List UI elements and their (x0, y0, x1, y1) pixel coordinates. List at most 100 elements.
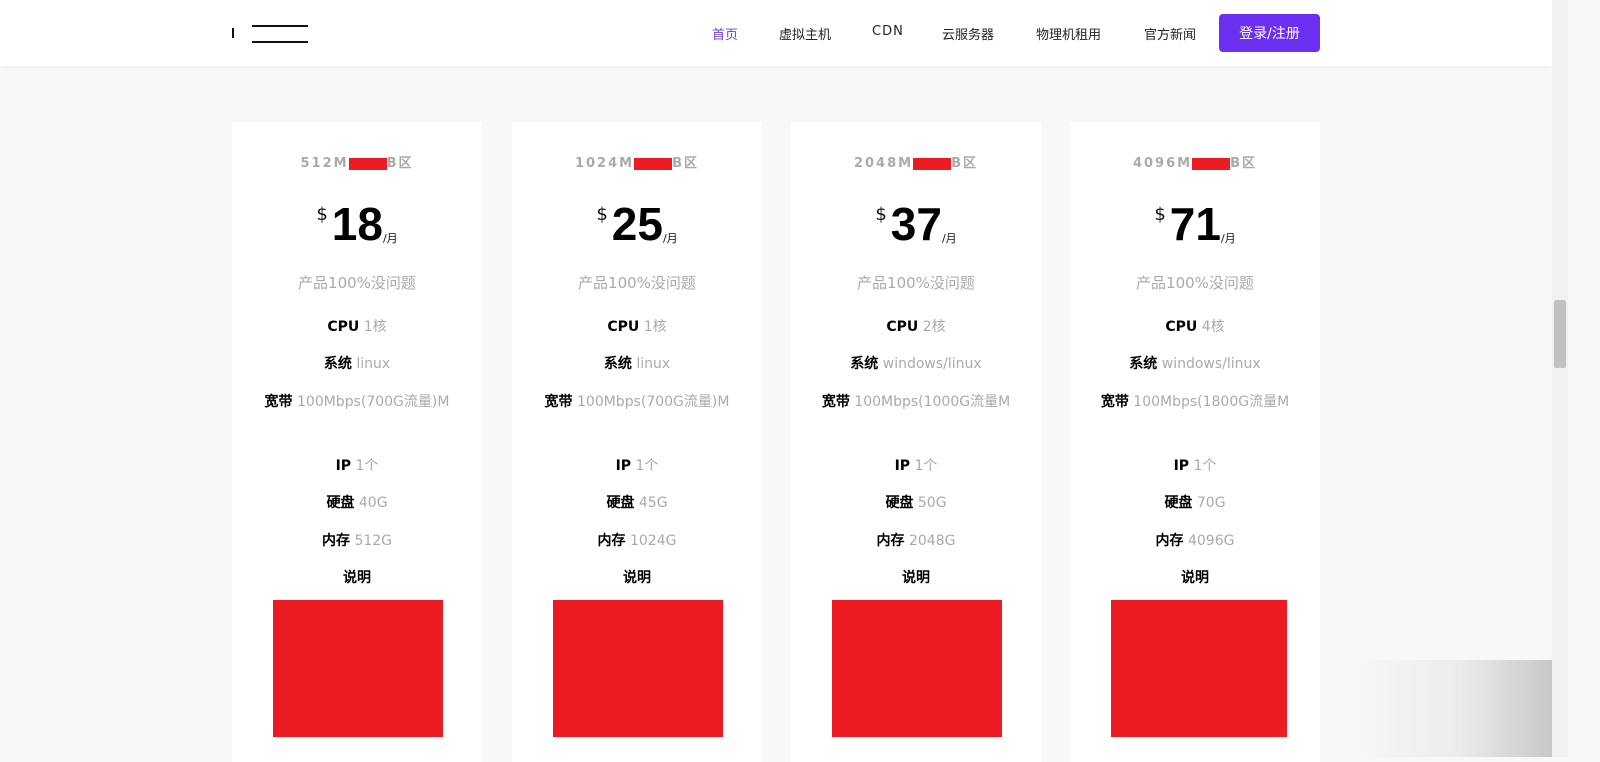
header: 首页 虚拟主机 CDN 云服务器 物理机租用 官方新闻 登录/注册 (0, 0, 1552, 66)
price-period: /月 (1220, 232, 1236, 245)
spec-label: IP (894, 458, 911, 474)
spec-label: 系统 (323, 356, 352, 372)
nav-cdn[interactable]: CDN (872, 24, 904, 39)
spec-label: 系统 (1129, 356, 1158, 372)
spec-value: 1个 (355, 458, 379, 474)
nav-home[interactable]: 首页 (712, 28, 739, 43)
plan-description: 产品100%没问题 (1136, 274, 1254, 292)
price-value: 25 (611, 198, 663, 250)
nav-cloud-server[interactable]: 云服务器 (942, 28, 995, 43)
price-period: /月 (941, 232, 957, 245)
plan-price: $25/月 (512, 200, 762, 248)
nav-physical-rental[interactable]: 物理机租用 (1036, 28, 1102, 43)
spec-note: 说明 (821, 564, 1011, 592)
spec-value: 4096G (1187, 533, 1235, 549)
spec-cpu: CPU 4核 (1100, 313, 1290, 341)
spec-memory: 内存 4096G (1100, 527, 1290, 555)
logo[interactable] (232, 22, 312, 44)
spec-value: 45G (638, 495, 668, 511)
spec-value: windows/linux (1161, 356, 1261, 372)
spec-note: 说明 (542, 564, 732, 592)
spec-value: 2048G (908, 533, 956, 549)
spec-value: 4核 (1201, 319, 1225, 335)
plan-card: 2048M B区 $37/月 产品100%没问题 CPU 2核 系统 window… (791, 122, 1041, 762)
spec-label: 说明 (343, 570, 371, 586)
spec-value: 70G (1196, 495, 1226, 511)
redaction (1192, 157, 1231, 170)
spec-label: IP (615, 458, 632, 474)
plan-card: 512M B区 $18/月 产品100%没问题 CPU 1核 系统 linux 宽… (232, 122, 482, 762)
spec-label: 内存 (597, 533, 626, 549)
spec-os: 系统 windows/linux (1100, 350, 1290, 378)
spec-label: 宽带 (1100, 394, 1129, 410)
spec-disk: 硬盘 40G (262, 489, 452, 517)
redaction (553, 600, 723, 737)
spec-value: 100Mbps(1800G流量M (1133, 394, 1290, 410)
plan-description: 产品100%没问题 (578, 274, 696, 292)
spec-memory: 内存 2048G (821, 527, 1011, 555)
price-period: /月 (662, 232, 678, 245)
spec-label: 内存 (876, 533, 905, 549)
spec-label: 宽带 (544, 394, 573, 410)
plan-price: $37/月 (791, 200, 1041, 248)
spec-ip: IP 1个 (262, 452, 452, 480)
spec-disk: 硬盘 45G (542, 489, 732, 517)
plan-card: 4096M B区 $71/月 产品100%没问题 CPU 4核 系统 window… (1070, 122, 1320, 762)
spec-label: 内存 (1155, 533, 1184, 549)
redaction (832, 600, 1002, 737)
nav-virtual-host[interactable]: 虚拟主机 (779, 28, 832, 43)
scrollbar[interactable] (1552, 0, 1568, 757)
currency: $ (875, 204, 887, 225)
blurred-overlay (1345, 660, 1552, 757)
spec-value: 512G (354, 533, 393, 549)
spec-label: IP (335, 458, 352, 474)
plan-title-suffix: B区 (386, 156, 414, 171)
spec-os: 系统 linux (542, 350, 732, 378)
spec-label: 说明 (623, 570, 651, 586)
spec-value: 1个 (914, 458, 938, 474)
nav-news[interactable]: 官方新闻 (1144, 28, 1197, 43)
spec-value: 1核 (363, 319, 387, 335)
spec-memory: 内存 1024G (542, 527, 732, 555)
spec-label: 宽带 (821, 394, 850, 410)
plan-title-prefix: 2048M (853, 156, 914, 171)
spec-disk: 硬盘 50G (821, 489, 1011, 517)
plan-title: 4096M B区 (1070, 152, 1320, 171)
plan-title-prefix: 512M (300, 156, 349, 171)
spec-label: 硬盘 (326, 495, 355, 511)
spec-label: 硬盘 (606, 495, 635, 511)
spec-note: 说明 (262, 564, 452, 592)
plan-title-prefix: 4096M (1132, 156, 1193, 171)
plan-description: 产品100%没问题 (857, 274, 975, 292)
spec-label: 说明 (902, 570, 930, 586)
plan-price: $71/月 (1070, 200, 1320, 248)
currency: $ (596, 204, 608, 225)
spec-ip: IP 1个 (821, 452, 1011, 480)
price-value: 18 (331, 198, 383, 250)
plan-title-suffix: B区 (951, 156, 979, 171)
spec-label: CPU (1165, 319, 1198, 335)
plan-title: 512M B区 (232, 152, 482, 171)
spec-cpu: CPU 2核 (821, 313, 1011, 341)
spec-value: linux (636, 356, 671, 372)
plan-title: 1024M B区 (512, 152, 762, 171)
currency: $ (316, 204, 328, 225)
price-value: 71 (1169, 198, 1221, 250)
plan-title: 2048M B区 (791, 152, 1041, 171)
scrollbar-thumb[interactable] (1554, 300, 1566, 368)
plan-description: 产品100%没问题 (298, 274, 416, 292)
spec-bandwidth: 宽带 100Mbps(700G流量)M (542, 388, 732, 416)
spec-value: 100Mbps(700G流量)M (577, 394, 730, 410)
spec-value: linux (356, 356, 391, 372)
spec-label: CPU (607, 319, 640, 335)
spec-label: CPU (327, 319, 360, 335)
plan-title-prefix: 1024M (574, 156, 635, 171)
plan-price: $18/月 (232, 200, 482, 248)
price-value: 37 (890, 198, 942, 250)
spec-label: 说明 (1181, 570, 1209, 586)
spec-value: 50G (917, 495, 947, 511)
spec-ip: IP 1个 (1100, 452, 1290, 480)
login-register-button[interactable]: 登录/注册 (1219, 14, 1320, 52)
spec-value: 100Mbps(1000G流量M (854, 394, 1011, 410)
redaction (634, 157, 673, 170)
